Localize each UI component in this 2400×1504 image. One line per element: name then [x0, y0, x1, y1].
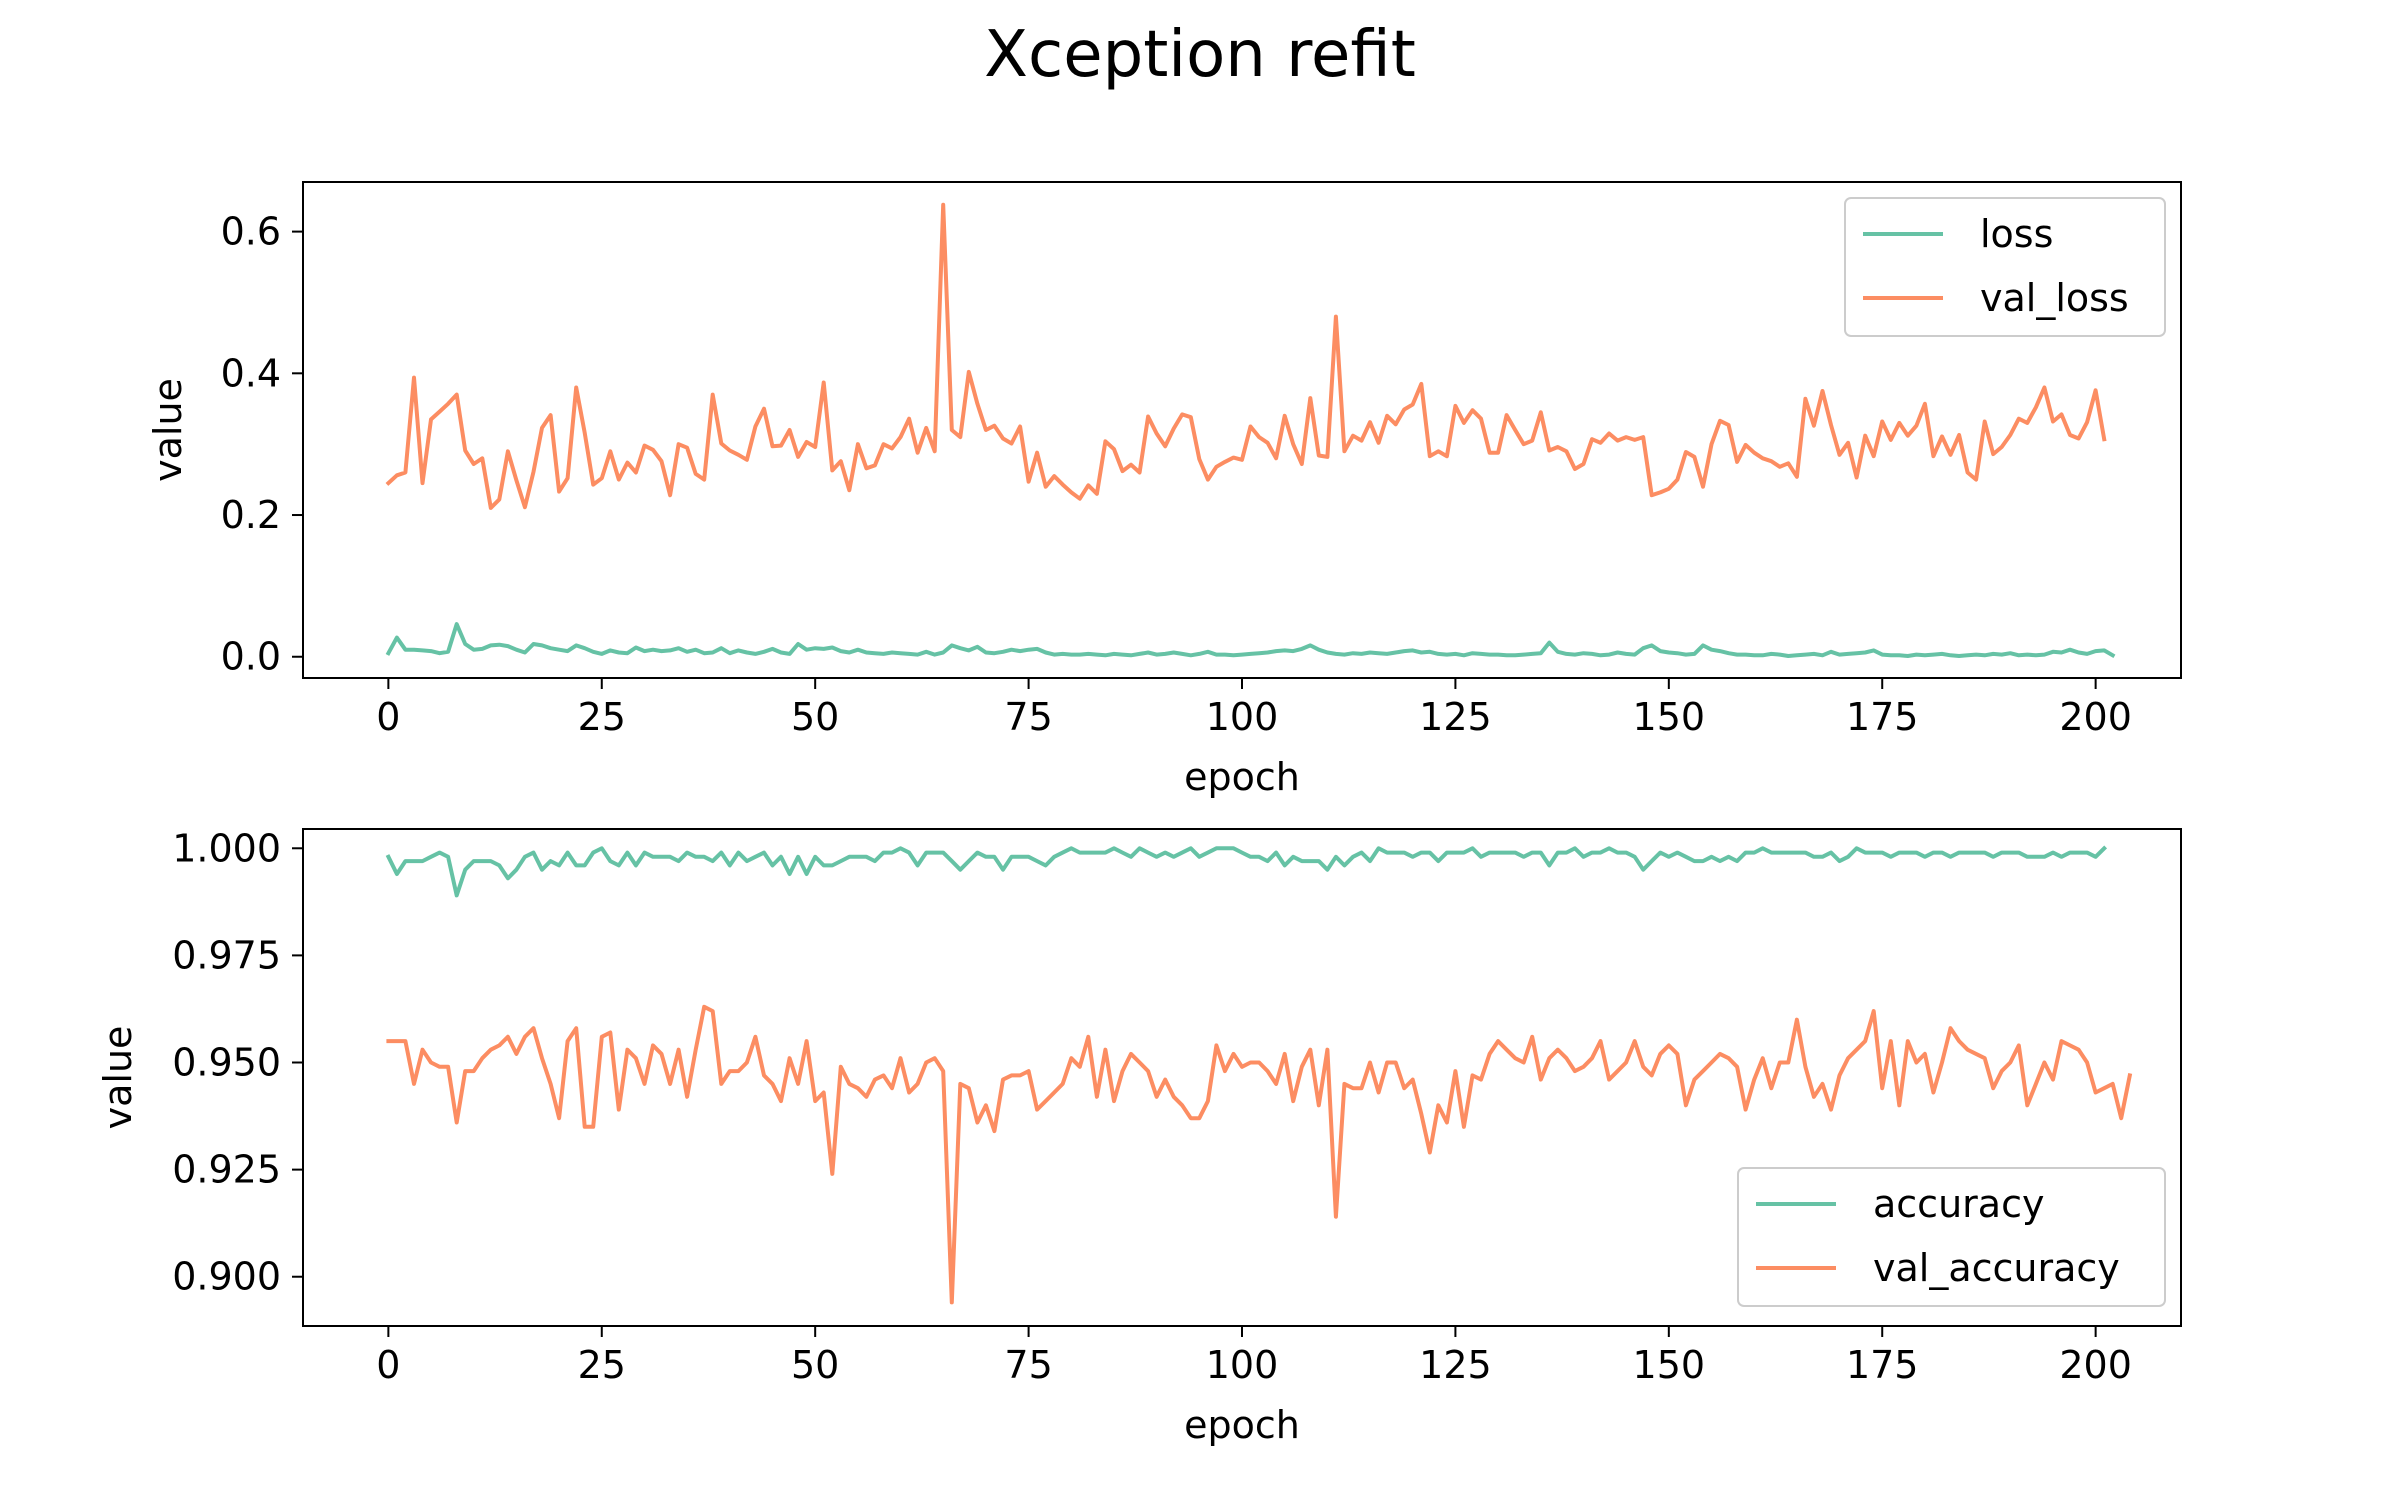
y-axis-label: value [96, 1026, 140, 1130]
series-line-val_accuracy [386, 1004, 2133, 1305]
x-axis-label: epoch [1184, 1403, 1300, 1447]
legend-label-val_accuracy: val_accuracy [1873, 1246, 2120, 1290]
x-tick-label: 25 [578, 1343, 626, 1387]
legend-label-loss: loss [1980, 212, 2053, 256]
legend: accuracy val_accuracy [1737, 1167, 2166, 1307]
x-tick-label: 0 [376, 695, 400, 739]
x-tick-label: 50 [791, 695, 839, 739]
y-tick-label: 0.950 [172, 1041, 281, 1085]
y-tick-label: 0.0 [221, 635, 281, 679]
legend-label-accuracy: accuracy [1873, 1182, 2044, 1226]
x-tick-label: 50 [791, 1343, 839, 1387]
x-tick-label: 0 [376, 1343, 400, 1387]
legend-box [1737, 1167, 2166, 1307]
y-tick-label: 0.6 [221, 210, 281, 254]
y-tick-label: 0.925 [172, 1148, 281, 1192]
x-tick-label: 150 [1633, 1343, 1706, 1387]
x-tick-label: 75 [1004, 1343, 1052, 1387]
y-tick-label: 0.2 [221, 493, 281, 537]
legend: loss val_loss [1844, 197, 2166, 337]
series-line-loss [385, 622, 2116, 659]
x-tick-label: 100 [1206, 1343, 1279, 1387]
accuracy-chart: 0 25 50 75 100 125 150 175 200 0.900 0.925 0.950 0.9… [96, 826, 2182, 1447]
y-tick-label: 0.4 [221, 351, 281, 395]
x-tick-label: 150 [1633, 695, 1706, 739]
loss-chart: 0 25 50 75 100 125 150 175 200 0.0 0.2 0.4 0.6 epoch v… [146, 181, 2182, 799]
x-tick-label: 25 [578, 695, 626, 739]
x-tick-label: 175 [1846, 1343, 1919, 1387]
y-tick-label: 0.975 [172, 933, 281, 977]
x-tick-label: 200 [2059, 695, 2132, 739]
y-tick-label: 0.900 [172, 1255, 281, 1299]
x-tick-label: 75 [1004, 695, 1052, 739]
x-tick-label: 100 [1206, 695, 1279, 739]
series-lines [385, 202, 2116, 659]
x-axis-label: epoch [1184, 755, 1300, 799]
series-line-accuracy [385, 845, 2108, 898]
x-tick-label: 200 [2059, 1343, 2132, 1387]
series-lines [385, 845, 2133, 1305]
x-tick-label: 125 [1419, 1343, 1492, 1387]
y-tick-label: 1.000 [172, 826, 281, 870]
series-line-val_loss [385, 202, 2107, 510]
legend-label-val_loss: val_loss [1980, 276, 2129, 320]
y-axis-label: value [146, 378, 190, 482]
x-tick-label: 175 [1846, 695, 1919, 739]
figure-title: Xception refit [984, 18, 1416, 92]
x-tick-label: 125 [1419, 695, 1492, 739]
